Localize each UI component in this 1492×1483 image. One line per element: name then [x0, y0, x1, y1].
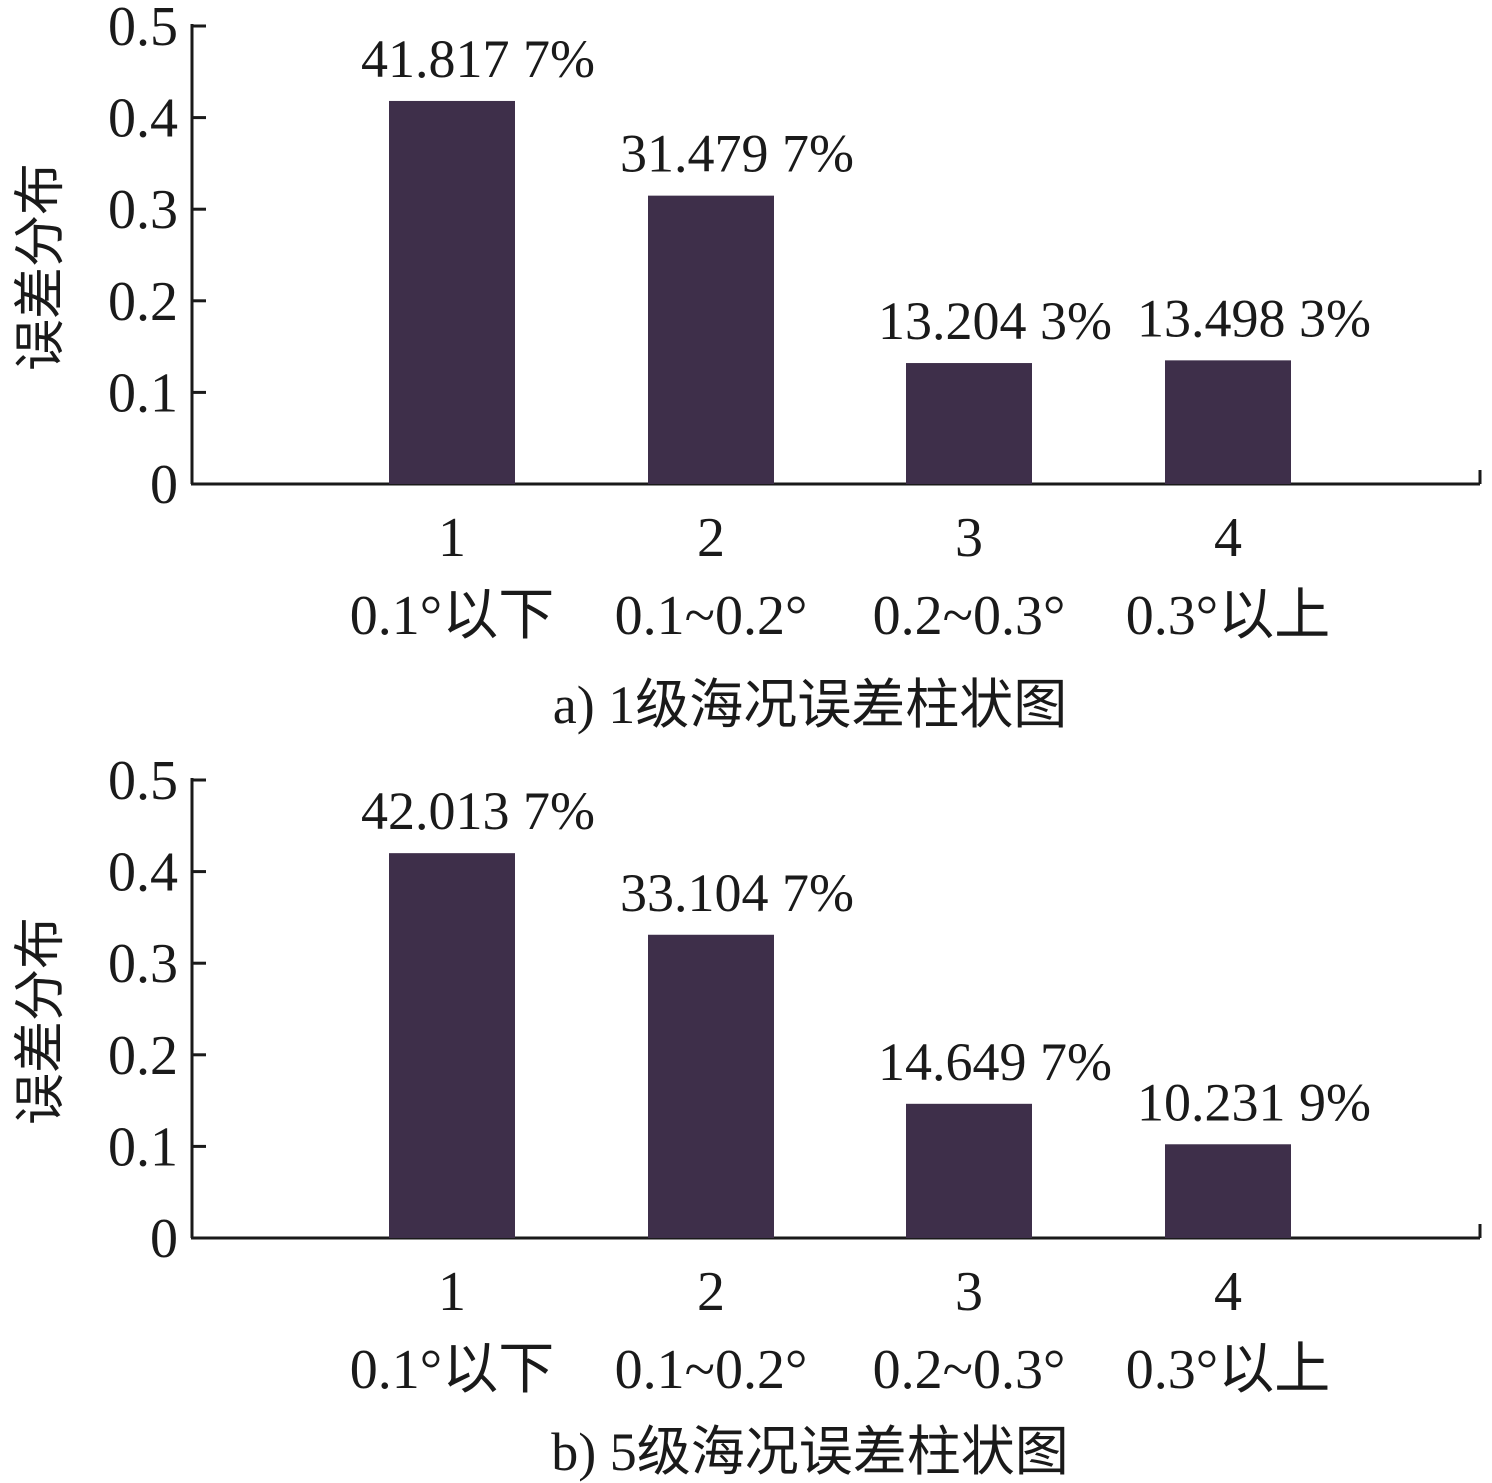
x-category-number: 1 [438, 1261, 466, 1323]
x-category-label: 0.3°以上 [1126, 585, 1330, 647]
x-category-number: 4 [1214, 1261, 1242, 1323]
x-category-number: 2 [697, 1261, 725, 1323]
y-tick-label: 0.3 [108, 933, 178, 995]
bar-data-label: 13.204 3% [878, 291, 1112, 351]
chart-panel-a: 0 0.1 0.2 0.3 0.4 0.5 误差分布 41.817 7% 1 0.1°以下 31.4… [13, 0, 1482, 735]
y-tick-label: 0.2 [108, 271, 178, 333]
y-tick-label: 0.1 [108, 362, 178, 424]
chart-caption: a) 1级海况误差柱状图 [553, 675, 1067, 735]
y-tick-label: 0.1 [108, 1116, 178, 1178]
bar [906, 1103, 1032, 1238]
bar-data-label: 13.498 3% [1137, 288, 1371, 348]
bar [1165, 1144, 1291, 1238]
bar [648, 934, 774, 1238]
x-category-label: 0.1°以下 [350, 585, 554, 647]
x-category-label: 0.1~0.2° [615, 1339, 808, 1401]
y-tick-label: 0.5 [108, 750, 178, 812]
x-category-number: 1 [438, 507, 466, 569]
chart-caption: b) 5级海况误差柱状图 [551, 1422, 1068, 1482]
bar [1165, 360, 1291, 484]
bar-data-label: 10.231 9% [1137, 1072, 1371, 1132]
x-category-number: 3 [955, 1261, 983, 1323]
y-tick-label: 0.2 [108, 1025, 178, 1087]
bar [389, 100, 515, 485]
bar-data-label: 14.649 7% [878, 1032, 1112, 1092]
x-category-label: 0.1~0.2° [615, 585, 808, 647]
x-category-label: 0.2~0.3° [873, 1339, 1066, 1401]
x-category-number: 2 [697, 507, 725, 569]
y-tick-label: 0 [150, 1208, 178, 1270]
x-category-number: 4 [1214, 507, 1242, 569]
chart-panel-b: 0 0.1 0.2 0.3 0.4 0.5 误差分布 42.013 7% 1 0.1°以下 33.1… [13, 750, 1482, 1482]
bar [906, 363, 1032, 484]
y-axis-title: 误差分布 [13, 917, 70, 1125]
bar-data-label: 31.479 7% [620, 124, 854, 184]
x-category-label: 0.3°以上 [1126, 1339, 1330, 1401]
y-tick-label: 0 [150, 454, 178, 516]
x-category-number: 3 [955, 507, 983, 569]
y-axis-title: 误差分布 [13, 163, 70, 371]
y-tick-label: 0.4 [108, 842, 178, 904]
bar-data-label: 41.817 7% [361, 29, 595, 89]
x-category-label: 0.1°以下 [350, 1339, 554, 1401]
bar-data-label: 33.104 7% [620, 863, 854, 923]
bar [648, 195, 774, 485]
bar [389, 853, 515, 1238]
bar-data-label: 42.013 7% [361, 781, 595, 841]
y-tick-label: 0.3 [108, 179, 178, 241]
y-tick-label: 0.5 [108, 0, 178, 58]
y-tick-label: 0.4 [108, 88, 178, 150]
x-category-label: 0.2~0.3° [873, 585, 1066, 647]
